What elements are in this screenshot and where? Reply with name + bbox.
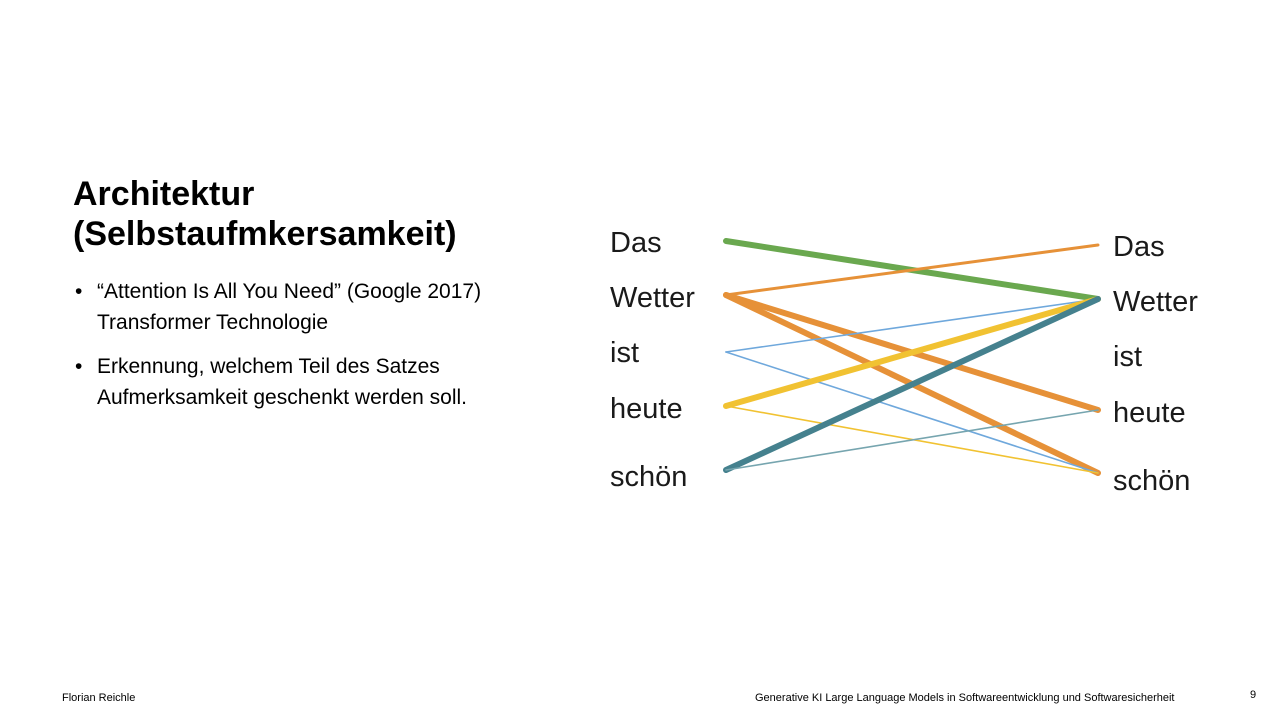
- bullet-text-line: “Attention Is All You Need” (Google 2017…: [97, 280, 482, 303]
- slide-title: Architektur (Selbstaufmkersamkeit): [73, 174, 457, 254]
- bullet-dot-icon: •: [75, 355, 83, 378]
- right-word: ist: [1113, 341, 1142, 373]
- right-word-column: Das Wetter ist heute schön: [1113, 231, 1198, 497]
- attention-link: [723, 296, 1101, 473]
- left-word: Das: [610, 227, 662, 259]
- right-word: heute: [1113, 397, 1186, 429]
- attention-link: [723, 296, 1101, 409]
- attention-link: [724, 243, 1100, 297]
- slide-title-line-1: Architektur: [73, 175, 255, 213]
- bullet-item: • “Attention Is All You Need” (Google 20…: [75, 276, 575, 338]
- attention-link: [725, 409, 1099, 471]
- left-word: Wetter: [610, 282, 695, 314]
- page-number: 9: [1250, 689, 1257, 701]
- right-word: schön: [1113, 465, 1190, 497]
- left-word: ist: [610, 337, 639, 369]
- footer-course-title: Generative KI Large Language Models in S…: [755, 692, 1175, 704]
- attention-link: [725, 351, 1099, 474]
- slide-title-line-2: (Selbstaufmkersamkeit): [73, 215, 457, 253]
- left-word: schön: [610, 461, 687, 493]
- attention-link: [725, 298, 1099, 353]
- footer-author: Florian Reichle: [62, 692, 136, 704]
- bullet-item: • Erkennung, welchem Teil des Satzes Auf…: [75, 351, 575, 413]
- bullet-text-line: Erkennung, welchem Teil des Satzes: [97, 355, 440, 378]
- bullet-text-line: Transformer Technologie: [97, 311, 329, 334]
- bullet-dot-icon: •: [75, 280, 83, 303]
- attention-links: [723, 238, 1101, 476]
- left-word-column: Das Wetter ist heute schön: [610, 227, 695, 493]
- left-word: heute: [610, 393, 683, 425]
- bullet-list: • “Attention Is All You Need” (Google 20…: [75, 276, 575, 426]
- bullet-text-line: Aufmerksamkeit geschenkt werden soll.: [97, 386, 467, 409]
- right-word: Das: [1113, 231, 1165, 263]
- right-word: Wetter: [1113, 286, 1198, 318]
